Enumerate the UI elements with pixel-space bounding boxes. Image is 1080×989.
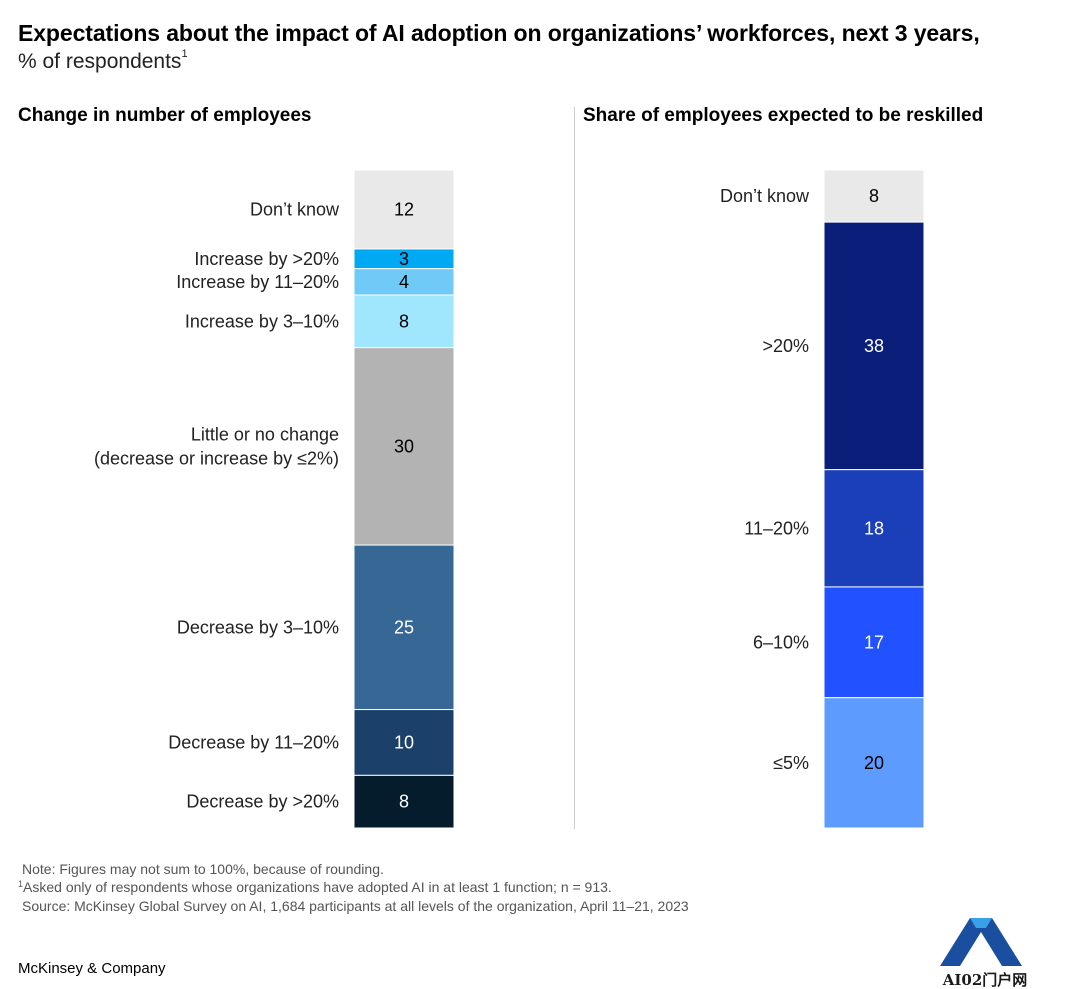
watermark-logo-mark: [940, 918, 1022, 966]
category-label: 11–20%: [744, 518, 809, 538]
chart-1: 12 Don’t know 3 Increase by >20% 4 Increase b…: [94, 169, 455, 829]
category-label: (decrease or increase by ≤2%): [94, 448, 339, 468]
brand-name: McKinsey & Company: [18, 960, 166, 977]
footnote-marker: 1: [18, 879, 24, 889]
data-label: 3: [399, 249, 409, 269]
category-label: Don’t know: [720, 186, 810, 206]
category-label: Decrease by 11–20%: [168, 732, 339, 752]
data-label: 8: [399, 311, 409, 331]
category-label: ≤5%: [773, 753, 809, 773]
category-label: Increase by >20%: [194, 249, 339, 269]
data-label: 18: [864, 518, 884, 538]
watermark-logo-accent: [970, 918, 992, 928]
bar-segment: [823, 586, 925, 699]
subtitle-footnote-marker: 1: [181, 48, 188, 60]
bar-segment: [353, 709, 455, 776]
source: Source: McKinsey Global Survey on AI, 1,…: [22, 898, 689, 914]
data-label: 30: [394, 436, 414, 456]
bar-segment: [353, 774, 455, 829]
data-label: 17: [864, 632, 884, 652]
panel-title-reskilled-share: Share of employees expected to be reskil…: [583, 105, 984, 126]
panel-title-employee-change: Change in number of employees: [18, 105, 312, 126]
data-label: 8: [869, 186, 879, 206]
chart-2: 8 Don’t know 38 >20% 18 11–20% 17 6–10% 20 ≤5%: [720, 169, 925, 829]
footnote-1: 1Asked only of respondents whose organiz…: [18, 879, 612, 895]
subtitle-text: % of respondents: [18, 50, 182, 73]
category-label: Little or no change: [191, 424, 339, 444]
panel-divider: [574, 107, 575, 829]
note: Note: Figures may not sum to 100%, becau…: [22, 861, 384, 877]
category-label: Decrease by 3–10%: [177, 617, 339, 637]
bar-segment: [353, 169, 455, 250]
data-label: 10: [394, 732, 414, 752]
category-label: Increase by 3–10%: [185, 311, 339, 331]
chart-title: Expectations about the impact of AI adop…: [18, 20, 980, 46]
category-label: Decrease by >20%: [186, 792, 339, 812]
category-label: Don’t know: [250, 199, 340, 219]
bar-segment: [823, 697, 925, 829]
data-label: 8: [399, 792, 409, 812]
category-label: Increase by 11–20%: [176, 272, 339, 292]
category-label: >20%: [762, 336, 809, 356]
chart-subtitle: % of respondents1: [18, 48, 188, 74]
data-label: 38: [864, 336, 884, 356]
bar-segment: [353, 544, 455, 711]
data-label: 25: [394, 617, 414, 637]
data-label: 4: [399, 272, 409, 292]
bar-segment: [823, 469, 925, 588]
watermark-text: AI02门户网: [942, 971, 1028, 989]
category-label: 6–10%: [753, 632, 809, 652]
footnote-text: Asked only of respondents whose organiza…: [23, 879, 612, 895]
data-label: 12: [394, 199, 414, 219]
watermark-logo: AI02门户网: [940, 918, 1028, 989]
bar-segment: [823, 169, 925, 223]
data-label: 20: [864, 753, 884, 773]
